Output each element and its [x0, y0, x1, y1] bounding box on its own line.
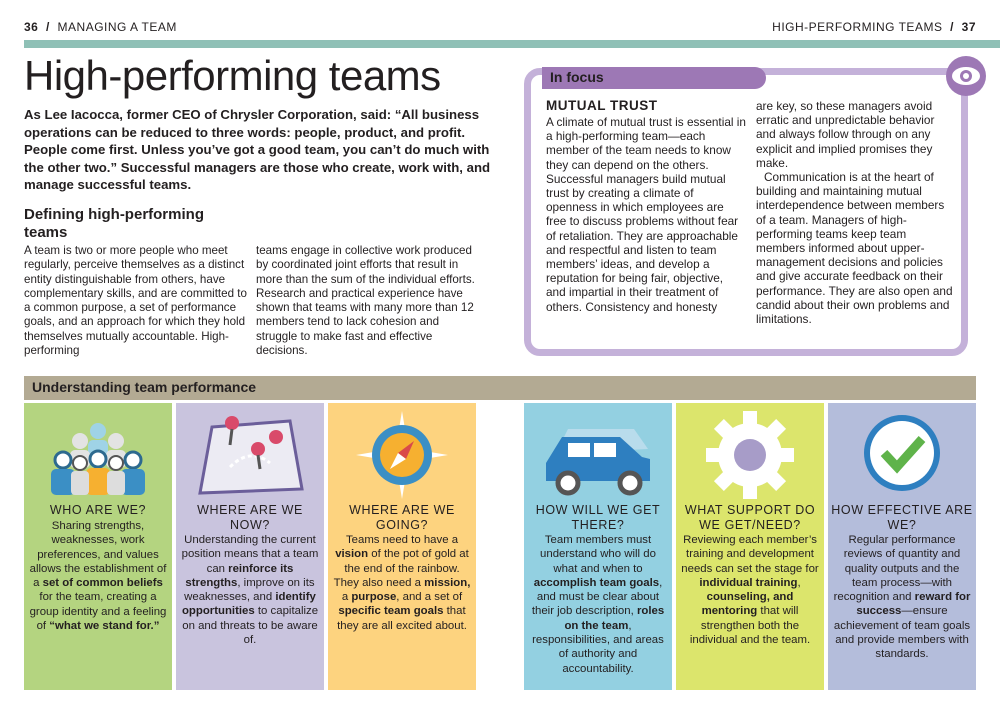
page-number: 36	[24, 20, 39, 34]
emphasis-text: reinforce its strengths	[185, 562, 294, 589]
emphasis-text: set of common beliefs	[42, 577, 163, 590]
emphasis-text: roles on the team	[564, 605, 665, 632]
emphasis-text: specific team goals	[338, 605, 444, 618]
emphasis-text: counseling, and mentoring	[701, 591, 794, 618]
panel-5: WHAT SUPPORT DO WE GET/NEED? Reviewing ea…	[676, 403, 824, 690]
body-text: , and a set of	[396, 591, 463, 604]
emphasis-text: reward for success	[856, 591, 971, 618]
body-text: that will strengthen both the individual…	[689, 605, 811, 647]
panel-body: Teams need to have a vision of the pot o…	[332, 533, 472, 633]
body-text: —ensure achievement of team goals and pr…	[833, 605, 971, 661]
checkmark-icon	[828, 403, 976, 503]
panel-body: Team members must understand who will do…	[528, 533, 668, 676]
focus-col-2-para-2: Communication is at the heart of buildin…	[756, 170, 953, 327]
defining-col-2: teams engage in collective work produced…	[256, 244, 475, 358]
focus-top-bar	[766, 68, 956, 75]
gear-icon	[676, 403, 824, 503]
header-rule	[24, 40, 1000, 48]
separator: /	[950, 20, 954, 34]
body-text: Teams need to have a	[345, 534, 459, 546]
body-text: Team members must understand who will do…	[540, 534, 656, 575]
body-text: for the team, creating a group identity …	[29, 591, 167, 633]
body-text: ,	[797, 576, 801, 589]
emphasis-text: “what we stand for.”	[49, 620, 160, 633]
body-text: Regular performance reviews of quantity …	[833, 534, 961, 604]
panel-body: Reviewing each member’s training and dev…	[680, 533, 820, 647]
panel-4: HOW WILL WE GET THERE? Team members must …	[524, 403, 672, 690]
right-folio: HIGH-PERFORMING TEAMS / 37	[772, 20, 976, 34]
panel-1: WHO ARE WE? Sharing strengths, weaknesses…	[24, 403, 172, 690]
panel-title: WHERE ARE WE GOING?	[349, 503, 455, 532]
body-text: , responsibilities, and areas of authori…	[532, 619, 664, 675]
defining-heading: Defining high-performing teams	[24, 206, 204, 241]
panel-body: Regular performance reviews of quantity …	[832, 533, 972, 662]
page-number: 37	[961, 20, 976, 34]
emphasis-text: vision	[335, 548, 369, 561]
left-folio: 36 / MANAGING A TEAM	[24, 20, 177, 34]
body-text: that they are all excited about.	[337, 605, 467, 632]
panel-body: Understanding the current position means…	[180, 533, 320, 647]
panel-title: WHERE ARE WE NOW?	[197, 503, 303, 532]
separator: /	[46, 20, 50, 34]
people-icon	[24, 403, 172, 499]
page-title: High-performing teams	[24, 52, 441, 99]
panel-3: WHERE ARE WE GOING? Teams need to have a …	[328, 403, 476, 690]
map-icon	[176, 403, 324, 499]
panel-6: HOW EFFECTIVE ARE WE? Regular performance…	[828, 403, 976, 690]
panel-title: WHAT SUPPORT DO WE GET/NEED?	[684, 503, 816, 532]
emphasis-text: identify opportunities	[181, 591, 316, 618]
body-text: to capitalize on and threats to be aware…	[182, 605, 319, 647]
panel-body: Sharing strengths, weaknesses, work pref…	[28, 519, 168, 633]
body-text: Understanding the current position means…	[181, 534, 319, 575]
section-name: MANAGING A TEAM	[57, 20, 177, 34]
emphasis-text: mission,	[424, 576, 471, 589]
focus-col-1: A climate of mutual trust is essential i…	[546, 115, 746, 314]
compass-icon	[328, 403, 476, 503]
focus-col-2-para-1: are key, so these managers avoid erratic…	[756, 99, 935, 170]
body-text: Reviewing each member’s training and dev…	[681, 534, 819, 575]
emphasis-text: purpose	[351, 591, 397, 604]
body-text: , and must be clear about their job desc…	[531, 576, 663, 618]
car-icon	[524, 403, 672, 499]
emphasis-text: accomplish team goals	[533, 576, 660, 589]
panel-title: HOW WILL WE GET THERE?	[535, 503, 661, 532]
body-text: a	[341, 591, 352, 604]
panel-title: WHO ARE WE?	[49, 503, 147, 517]
intro-paragraph: As Lee Iacocca, former CEO of Chrysler C…	[24, 107, 491, 192]
emphasis-text: individual training	[699, 576, 798, 589]
eye-icon	[946, 56, 986, 96]
body-text: of the pot of gold at the end of the rai…	[333, 548, 469, 589]
in-focus-label: In focus	[542, 67, 766, 89]
focus-col-2: are key, so these managers avoid erratic…	[756, 99, 956, 326]
performance-heading: Understanding team performance	[24, 376, 976, 400]
body-text: , improve on its weaknesses, and	[184, 576, 315, 604]
section-name: HIGH-PERFORMING TEAMS	[772, 20, 943, 34]
focus-title: MUTUAL TRUST	[546, 98, 658, 113]
panel-title: HOW EFFECTIVE ARE WE?	[831, 503, 973, 532]
panel-2: WHERE ARE WE NOW? Understanding the curre…	[176, 403, 324, 690]
defining-col-1: A team is two or more people who meet re…	[24, 244, 247, 358]
body-text: Sharing strengths, weaknesses, work pref…	[29, 520, 167, 590]
